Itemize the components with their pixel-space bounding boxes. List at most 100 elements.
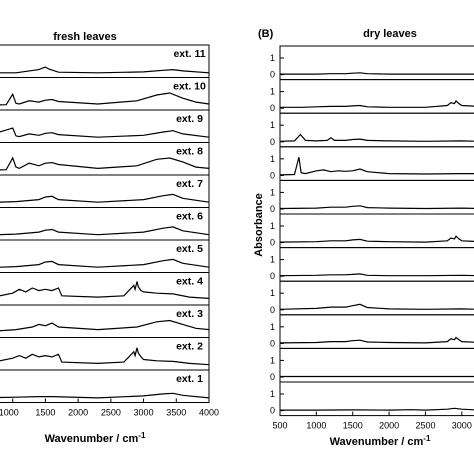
panel-a-series-label-bg xyxy=(171,273,208,288)
panel-b-spectrum-line xyxy=(279,156,474,176)
panel-b-strip-frame xyxy=(279,112,474,148)
panel-b-strip: 10 xyxy=(270,112,474,148)
panel-b-x-tick-label: 500 xyxy=(272,421,287,431)
panel-b-y-tick-label: 0 xyxy=(270,372,275,382)
panel-b-y-tick-label: 0 xyxy=(270,103,275,113)
panel-b-strip-frame xyxy=(279,179,474,215)
panel-a-series-label: ext. 11 xyxy=(173,48,205,60)
panel-a-x-axis-label-text: Wavenumber / cm xyxy=(45,433,139,445)
panel-b-strip-frame xyxy=(279,146,474,181)
panel-b-y-tick-label: 0 xyxy=(270,204,275,214)
panel-b-spectrum-line xyxy=(279,235,474,243)
panel-b-y-tick-label: 0 xyxy=(270,271,275,281)
panel-a-series-label: ext. 4 xyxy=(176,276,203,288)
panel-a-strip: ext. 10 xyxy=(0,77,210,111)
panel-b-strip: 10 xyxy=(270,247,474,282)
panel-b-x-axis-label-text: Wavenumber / cm xyxy=(330,436,424,448)
panel-a-series-label: ext. 2 xyxy=(176,341,203,353)
panel-b-strip-frame xyxy=(279,79,474,114)
panel-a-strip: ext. 4 xyxy=(0,272,210,306)
panel-b-y-tick-label: 1 xyxy=(270,255,275,265)
panel-a-series-label-bg xyxy=(171,371,208,385)
panel-b-y-tick-label: 1 xyxy=(270,53,275,63)
panel-a-series-label: ext. 9 xyxy=(176,113,203,125)
panel-b-strip: 10 xyxy=(270,146,474,181)
panel-a-series-label-bg xyxy=(171,111,208,125)
panel-a-title: fresh leaves xyxy=(53,31,117,43)
panel-b-x-tick-label: 2000 xyxy=(379,421,399,431)
panel-b-strip-frame xyxy=(279,213,474,249)
panel-a-x-tick-label: 2000 xyxy=(68,408,88,418)
panel-b-spectrum-line xyxy=(279,133,474,142)
panel-b-x-axis-label: Wavenumber / cm-1 xyxy=(330,434,431,448)
panel-b-title: dry leaves xyxy=(363,28,417,40)
panel-a-series-label: ext. 3 xyxy=(176,308,203,320)
panel-b-y-tick-label: 0 xyxy=(270,305,275,315)
panel-a-spectrum-line xyxy=(0,193,210,203)
panel-b-spectrum-line xyxy=(279,205,474,210)
panel-b-y-tick-label: 0 xyxy=(270,238,275,248)
panel-a-spectrum-line xyxy=(0,156,210,171)
panel-b-spectrum-line xyxy=(279,303,474,310)
panel-a-strip: ext. 5 xyxy=(0,239,210,273)
panel-b-y-tick-label: 1 xyxy=(270,355,275,365)
panel-b-spectrum-line xyxy=(280,99,474,108)
panel-b-y-tick-label: 1 xyxy=(270,87,275,97)
panel-b-y-tick-label: 1 xyxy=(270,120,275,130)
panel-b-strip-frame xyxy=(279,247,474,282)
panel-b-strip-frame xyxy=(279,280,474,316)
panel-a-strip: ext. 7 xyxy=(0,174,210,208)
panel-b-strip: 10 xyxy=(270,179,474,215)
panel-a-x-tick-label: 1500 xyxy=(35,408,55,418)
panel-a-series-label: ext. 5 xyxy=(176,243,203,255)
panel-a-series-label: ext. 10 xyxy=(173,81,206,93)
panel-b-strip-frame xyxy=(279,314,474,349)
panel-b-x-ticks: 500 1000 1500 2000 2500 3000 xyxy=(272,411,472,431)
panel-a-strip-frame xyxy=(0,369,210,403)
panel-a-series-label: ext. 7 xyxy=(176,178,203,190)
panel-b-x-tick-label: 1000 xyxy=(306,421,326,431)
panel-b-spectrum-line xyxy=(280,407,474,411)
panel-b-x-tick-label: 2500 xyxy=(415,421,435,431)
panel-a-spectrum-line xyxy=(0,258,210,268)
panel-b-spectrum-line xyxy=(279,273,474,277)
panel-a-strip: ext. 1 xyxy=(0,369,210,403)
panel-b-y-axis-label: Absorbance xyxy=(253,193,265,257)
panel-a-spectrum-line xyxy=(0,392,210,399)
panel-a-strip: ext. 8 xyxy=(0,142,210,176)
panel-b-strip: 10 xyxy=(270,314,474,349)
panel-b-strip: 10 xyxy=(270,347,474,383)
panel-a-spectrum-line xyxy=(0,92,210,106)
panel-a-spectrum-line xyxy=(0,226,210,236)
panel-a-spectrum-line xyxy=(0,66,210,74)
panel-b-y-tick-label: 0 xyxy=(270,70,275,80)
panel-dry-leaves: (B) dry leaves Absorbance 10101010101010… xyxy=(253,28,474,448)
panel-a-strips: ext. 11 ext. 10 ext. 9 ext. 8 ext. 7 ext. 6 ex… xyxy=(0,44,210,403)
panel-b-y-tick-label: 0 xyxy=(270,170,275,180)
panel-a-series-label-bg xyxy=(171,338,208,353)
panel-a-strip: ext. 11 xyxy=(0,44,210,78)
panel-a-series-label-bg xyxy=(171,78,208,93)
panel-b-y-tick-label: 1 xyxy=(270,322,275,332)
panel-b-y-tick-label: 1 xyxy=(270,187,275,197)
panel-b-y-tick-label: 0 xyxy=(270,406,275,416)
panel-a-x-axis-label: Wavenumber / cm-1 xyxy=(45,431,146,445)
panel-a-x-axis-label-exponent: -1 xyxy=(138,431,146,440)
panel-a-x-tick-label: 2500 xyxy=(101,408,121,418)
panel-b-x-tick-label: 1500 xyxy=(343,421,363,431)
panel-b-y-tick-label: 0 xyxy=(270,338,275,348)
panel-b-y-tick-label: 1 xyxy=(270,389,275,399)
panel-b-strip: 10 xyxy=(270,280,474,316)
panel-b-x-tick-label: 3000 xyxy=(452,421,472,431)
panel-a-x-tick-label: 3500 xyxy=(166,408,186,418)
panel-a-spectrum-line xyxy=(0,347,210,366)
panel-a-x-tick-label: 3000 xyxy=(134,408,154,418)
panel-b-label: (B) xyxy=(258,28,274,40)
panel-a-series-label: ext. 6 xyxy=(176,211,203,223)
panel-a-spectrum-line xyxy=(0,281,210,299)
panel-a-series-label-bg xyxy=(171,143,208,158)
panel-b-strip-frame xyxy=(279,381,474,417)
panel-a-series-label: ext. 8 xyxy=(176,146,203,158)
